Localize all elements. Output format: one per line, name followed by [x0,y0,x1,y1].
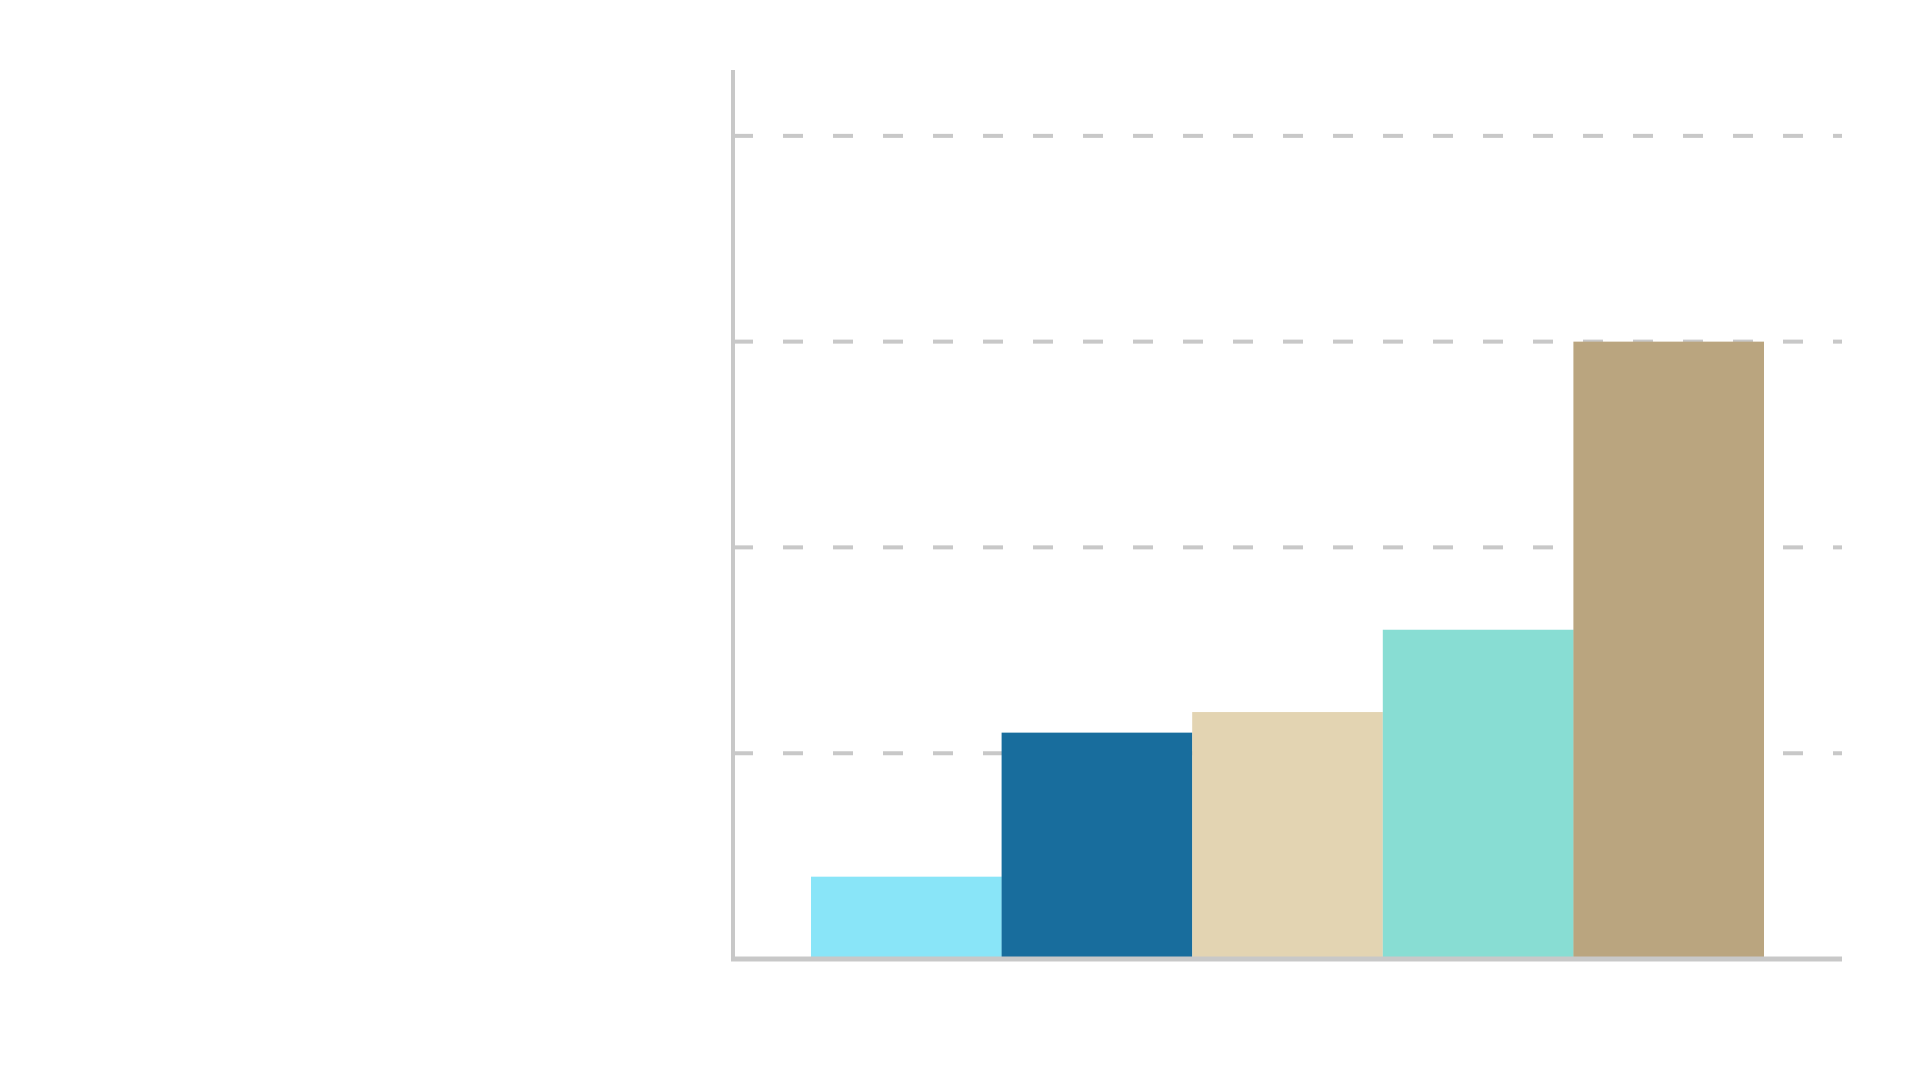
bar [1382,629,1574,959]
bar [1001,732,1193,959]
bar [1573,341,1764,959]
bar [1192,712,1383,959]
bar [811,876,1002,959]
